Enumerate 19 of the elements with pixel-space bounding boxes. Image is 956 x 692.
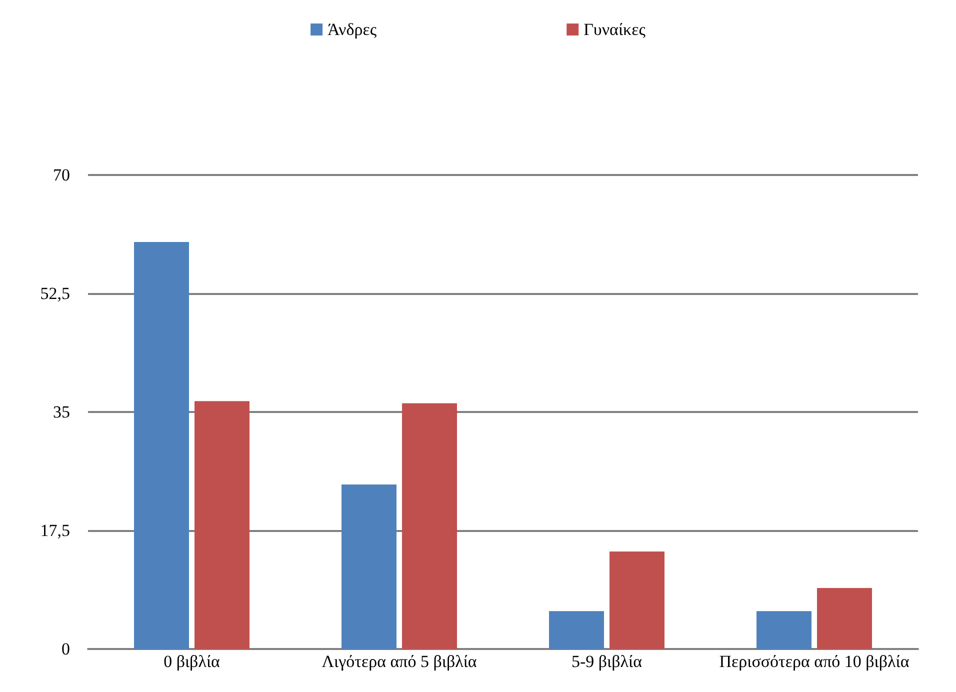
x-tick-label: Περισσότερα από 10 βιβλία — [719, 652, 910, 671]
x-tick-label: Λιγότερα από 5 βιβλία — [322, 652, 477, 671]
bar — [817, 588, 872, 649]
bar — [342, 484, 396, 649]
legend-label: Γυναίκες — [584, 20, 646, 39]
bar — [402, 403, 457, 649]
bar — [549, 611, 604, 649]
bar — [134, 242, 189, 649]
y-tick-label: 17,5 — [40, 521, 70, 540]
legend-label: Άνδρες — [328, 20, 377, 39]
bar — [610, 551, 664, 649]
bar — [194, 401, 250, 649]
y-tick-label: 0 — [62, 640, 70, 658]
x-tick-label: 5-9 βιβλία — [571, 652, 642, 671]
y-tick-label: 70 — [53, 166, 70, 184]
y-tick-label: 35 — [53, 402, 70, 422]
bar — [756, 611, 812, 649]
x-tick-label: 0 βιβλία — [164, 652, 220, 671]
y-tick-label: 52,5 — [40, 284, 70, 303]
